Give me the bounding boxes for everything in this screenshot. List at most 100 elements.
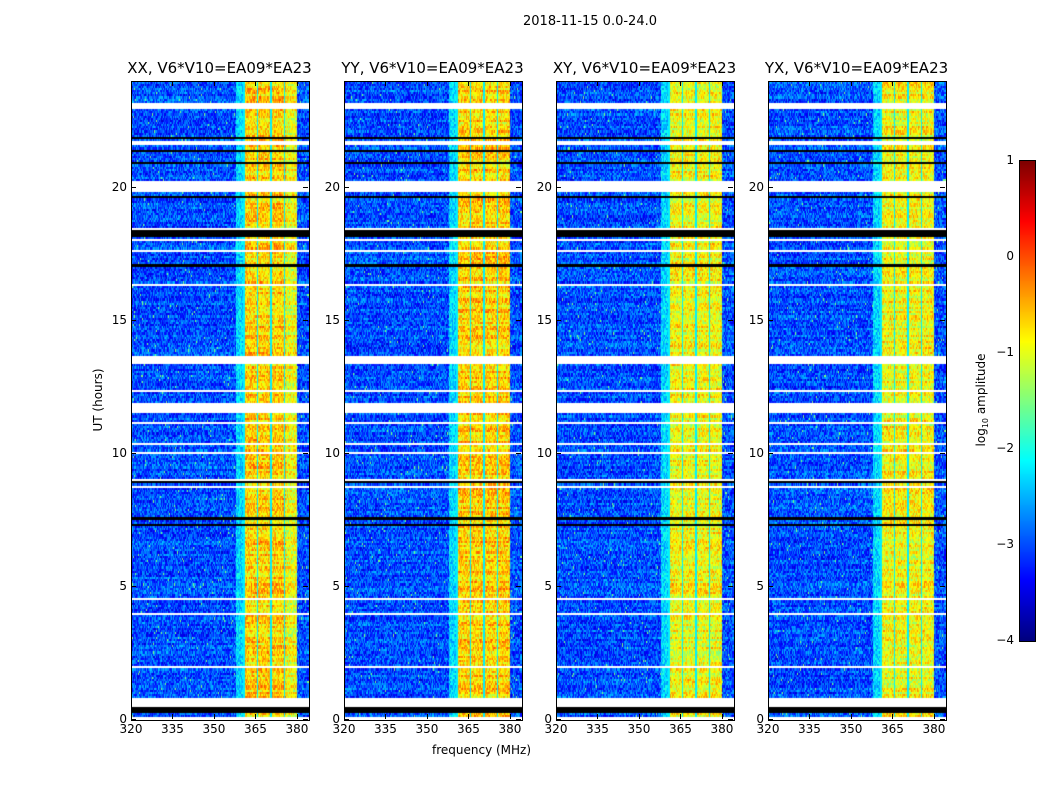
y-tick-mark <box>516 320 521 322</box>
panel-title-3: YX, V6*V10=EA09*EA23 <box>764 59 949 77</box>
x-tick-mark <box>597 81 599 86</box>
x-tick-mark <box>296 714 298 719</box>
y-tick-label: 20 <box>748 180 764 195</box>
y-tick-label: 15 <box>748 313 764 328</box>
y-tick-label: 10 <box>324 446 340 461</box>
x-tick-mark <box>385 714 387 719</box>
x-tick-mark <box>172 714 174 719</box>
x-tick-label: 335 <box>798 722 821 736</box>
x-tick-mark <box>638 81 640 86</box>
x-tick-label: 350 <box>415 722 439 736</box>
x-tick-mark <box>721 81 723 86</box>
x-tick-label: 320 <box>756 722 780 736</box>
x-tick-mark <box>426 714 428 719</box>
x-tick-mark <box>768 714 769 719</box>
spectrogram-panel-2 <box>556 81 735 721</box>
x-tick-mark <box>296 81 298 86</box>
x-tick-mark <box>509 81 511 86</box>
x-tick-label: 380 <box>710 722 734 736</box>
y-tick-mark <box>728 187 733 189</box>
x-tick-label: 365 <box>244 722 267 736</box>
y-tick-mark <box>344 586 349 588</box>
y-tick-mark <box>131 187 136 189</box>
y-tick-label: 20 <box>111 180 127 195</box>
y-tick-label: 15 <box>536 313 552 328</box>
spectrogram-panel-1 <box>344 81 523 721</box>
y-tick-mark <box>303 453 308 455</box>
x-tick-mark <box>213 81 215 86</box>
x-tick-mark <box>680 714 682 719</box>
x-tick-label: 350 <box>839 722 863 736</box>
x-tick-mark <box>131 81 132 86</box>
x-tick-mark <box>680 81 682 86</box>
panel-title-1: YY, V6*V10=EA09*EA23 <box>341 59 524 77</box>
x-tick-mark <box>597 714 599 719</box>
x-tick-mark <box>768 81 769 86</box>
y-tick-label: 0 <box>544 712 552 726</box>
x-tick-mark <box>556 81 557 86</box>
x-tick-label: 320 <box>119 722 143 736</box>
x-tick-mark <box>344 714 345 719</box>
y-tick-mark <box>303 586 308 588</box>
y-tick-mark <box>940 719 945 720</box>
y-tick-mark <box>131 719 136 720</box>
y-tick-mark <box>728 719 733 720</box>
y-tick-mark <box>131 320 136 322</box>
colorbar-label: log10 amplitude <box>974 354 990 447</box>
y-tick-label: 10 <box>748 446 764 461</box>
x-tick-mark <box>385 81 387 86</box>
y-tick-mark <box>556 453 561 455</box>
x-tick-mark <box>892 714 894 719</box>
y-tick-label: 20 <box>536 180 552 195</box>
x-tick-mark <box>850 714 852 719</box>
x-tick-mark <box>850 81 852 86</box>
y-tick-mark <box>768 586 773 588</box>
x-tick-label: 350 <box>202 722 226 736</box>
colorbar-tick-label: −1 <box>996 345 1014 359</box>
y-tick-mark <box>516 453 521 455</box>
x-tick-label: 320 <box>332 722 356 736</box>
y-tick-mark <box>728 586 733 588</box>
x-tick-mark <box>809 714 811 719</box>
y-tick-mark <box>728 453 733 455</box>
x-tick-label: 380 <box>498 722 522 736</box>
y-tick-mark <box>303 719 308 720</box>
y-tick-mark <box>131 453 136 455</box>
colorbar-tick-label: −4 <box>996 633 1014 647</box>
y-tick-mark <box>940 586 945 588</box>
y-tick-label: 15 <box>111 313 127 328</box>
x-tick-mark <box>131 714 132 719</box>
spectrogram-panel-3 <box>768 81 947 721</box>
x-tick-mark <box>721 714 723 719</box>
y-tick-mark <box>344 187 349 189</box>
colorbar-tick-label: 1 <box>1006 153 1014 167</box>
y-tick-mark <box>516 719 521 720</box>
x-tick-mark <box>556 714 557 719</box>
colorbar-label-log: log <box>973 428 988 447</box>
y-tick-mark <box>303 187 308 189</box>
y-tick-label: 15 <box>324 313 340 328</box>
figure-title: 2018-11-15 0.0-24.0 <box>523 14 657 29</box>
y-tick-mark <box>940 187 945 189</box>
panel-title-0: XX, V6*V10=EA09*EA23 <box>127 59 312 77</box>
x-tick-label: 335 <box>586 722 609 736</box>
x-tick-label: 350 <box>627 722 651 736</box>
x-axis-label: frequency (MHz) <box>432 743 532 757</box>
y-axis-label: UT (hours) <box>91 368 105 432</box>
y-tick-mark <box>768 320 773 322</box>
y-tick-mark <box>516 187 521 189</box>
colorbar-tick-label: −2 <box>996 441 1014 455</box>
y-tick-mark <box>768 187 773 189</box>
x-tick-label: 335 <box>374 722 397 736</box>
x-tick-mark <box>892 81 894 86</box>
x-tick-mark <box>933 714 935 719</box>
x-tick-mark <box>468 714 470 719</box>
x-tick-mark <box>213 714 215 719</box>
y-tick-label: 0 <box>119 712 127 726</box>
y-tick-label: 20 <box>324 180 340 195</box>
y-tick-mark <box>344 719 349 720</box>
x-tick-mark <box>426 81 428 86</box>
x-tick-mark <box>255 81 257 86</box>
y-tick-mark <box>728 320 733 322</box>
x-tick-mark <box>509 714 511 719</box>
